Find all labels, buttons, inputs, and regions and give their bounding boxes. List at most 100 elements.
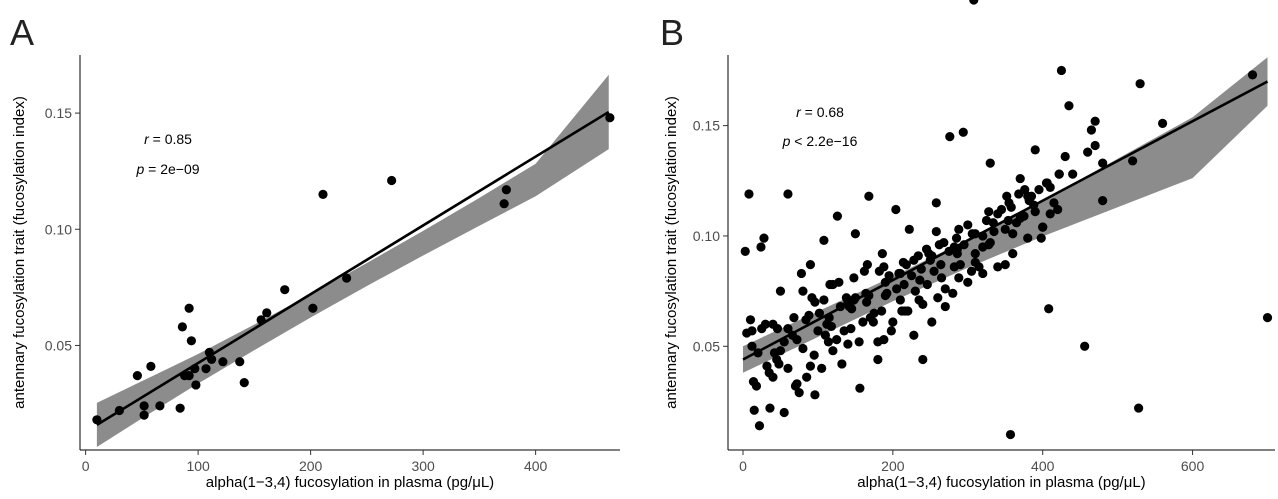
p-value-annotation: p = 2e−09 (135, 161, 199, 177)
data-point (744, 189, 754, 199)
data-point (849, 273, 859, 283)
p-value-annotation: p < 2.2e−16 (782, 133, 858, 149)
data-point (783, 363, 793, 373)
data-point (146, 361, 156, 371)
data-point (1098, 158, 1108, 168)
panel-label: A (10, 12, 34, 53)
panel-a: A 0 100 200 300 400 0.05 0.10 0.15 alpha(1−3,4) f… (10, 12, 620, 491)
data-point (1011, 218, 1022, 228)
data-point (931, 198, 941, 208)
data-point (1056, 65, 1067, 76)
data-point (805, 260, 816, 270)
data-point (909, 330, 919, 340)
data-point (794, 388, 804, 398)
data-point (1015, 173, 1025, 184)
data-point (822, 319, 832, 329)
data-point (1060, 151, 1070, 162)
data-point (879, 335, 889, 345)
y-axis-label: antennary fucosylation trait (fucosylati… (11, 96, 28, 409)
data-point (501, 185, 511, 195)
data-point (854, 337, 864, 347)
data-point (1008, 249, 1018, 259)
data-point (1086, 125, 1097, 135)
data-point (954, 224, 964, 234)
data-point (748, 376, 759, 387)
data-point (747, 326, 757, 336)
data-point (175, 403, 185, 413)
data-point (891, 204, 901, 215)
data-point (879, 262, 889, 272)
x-tick-label: 200 (299, 458, 323, 474)
data-point (899, 279, 909, 290)
data-point (951, 233, 962, 243)
data-point (974, 262, 984, 272)
x-tick-label: 300 (411, 458, 435, 474)
data-point (927, 317, 937, 327)
data-point (832, 211, 843, 221)
data-point (931, 226, 941, 237)
data-point (904, 224, 914, 234)
data-point (792, 335, 802, 345)
data-point (789, 313, 799, 323)
data-point (901, 260, 911, 270)
data-point (862, 260, 872, 270)
data-point (772, 324, 783, 334)
data-point (969, 0, 979, 5)
data-point (318, 189, 328, 200)
x-tick-label: 400 (1031, 458, 1055, 474)
x-tick-label: 400 (524, 458, 548, 474)
data-point (993, 262, 1003, 272)
confidence-ribbon (96, 74, 609, 447)
data-point (1080, 341, 1090, 351)
data-point (1042, 178, 1052, 188)
x-tick-label: 200 (881, 458, 905, 474)
data-point (949, 262, 959, 272)
x-axis-label: alpha(1−3,4) fucosylation in plasma (pg/… (857, 474, 1145, 491)
data-point (869, 308, 879, 318)
y-tick-label: 0.10 (45, 221, 72, 237)
data-point (745, 315, 756, 325)
confidence-ribbon (742, 57, 1268, 373)
data-point (1036, 233, 1046, 243)
data-point (387, 175, 397, 186)
y-tick-label: 0.05 (693, 338, 720, 354)
data-point (929, 266, 939, 276)
data-point (909, 255, 919, 265)
data-point (186, 336, 196, 346)
data-point (184, 303, 194, 313)
data-point (779, 407, 789, 418)
data-point (989, 226, 999, 237)
data-point (805, 361, 816, 371)
data-point (877, 306, 887, 316)
data-point (918, 354, 928, 365)
data-point (984, 207, 994, 217)
data-point (855, 383, 865, 393)
data-point (235, 357, 245, 367)
y-tick-label: 0.10 (693, 228, 720, 244)
data-point (809, 350, 819, 360)
data-point (1034, 185, 1044, 195)
correlation-annotation: r = 0.85 (144, 131, 192, 147)
x-tick-label: 100 (186, 458, 210, 474)
data-point (132, 371, 142, 381)
x-tick-label: 0 (739, 458, 747, 474)
regression-line (96, 110, 610, 427)
data-point (984, 240, 994, 250)
data-point (177, 322, 187, 332)
data-point (1054, 169, 1064, 179)
data-point (914, 295, 924, 305)
y-tick-label: 0.15 (45, 105, 72, 121)
data-point (754, 421, 765, 431)
data-point (605, 113, 615, 123)
data-point (191, 380, 201, 390)
data-point (985, 158, 995, 168)
data-point (886, 326, 896, 336)
data-points (92, 113, 615, 425)
data-point (832, 335, 842, 345)
data-point (922, 279, 932, 290)
data-point (756, 242, 766, 252)
data-point (798, 343, 808, 354)
data-point (765, 403, 775, 413)
x-axis-label: alpha(1−3,4) fucosylation in plasma (pg/… (206, 474, 494, 491)
